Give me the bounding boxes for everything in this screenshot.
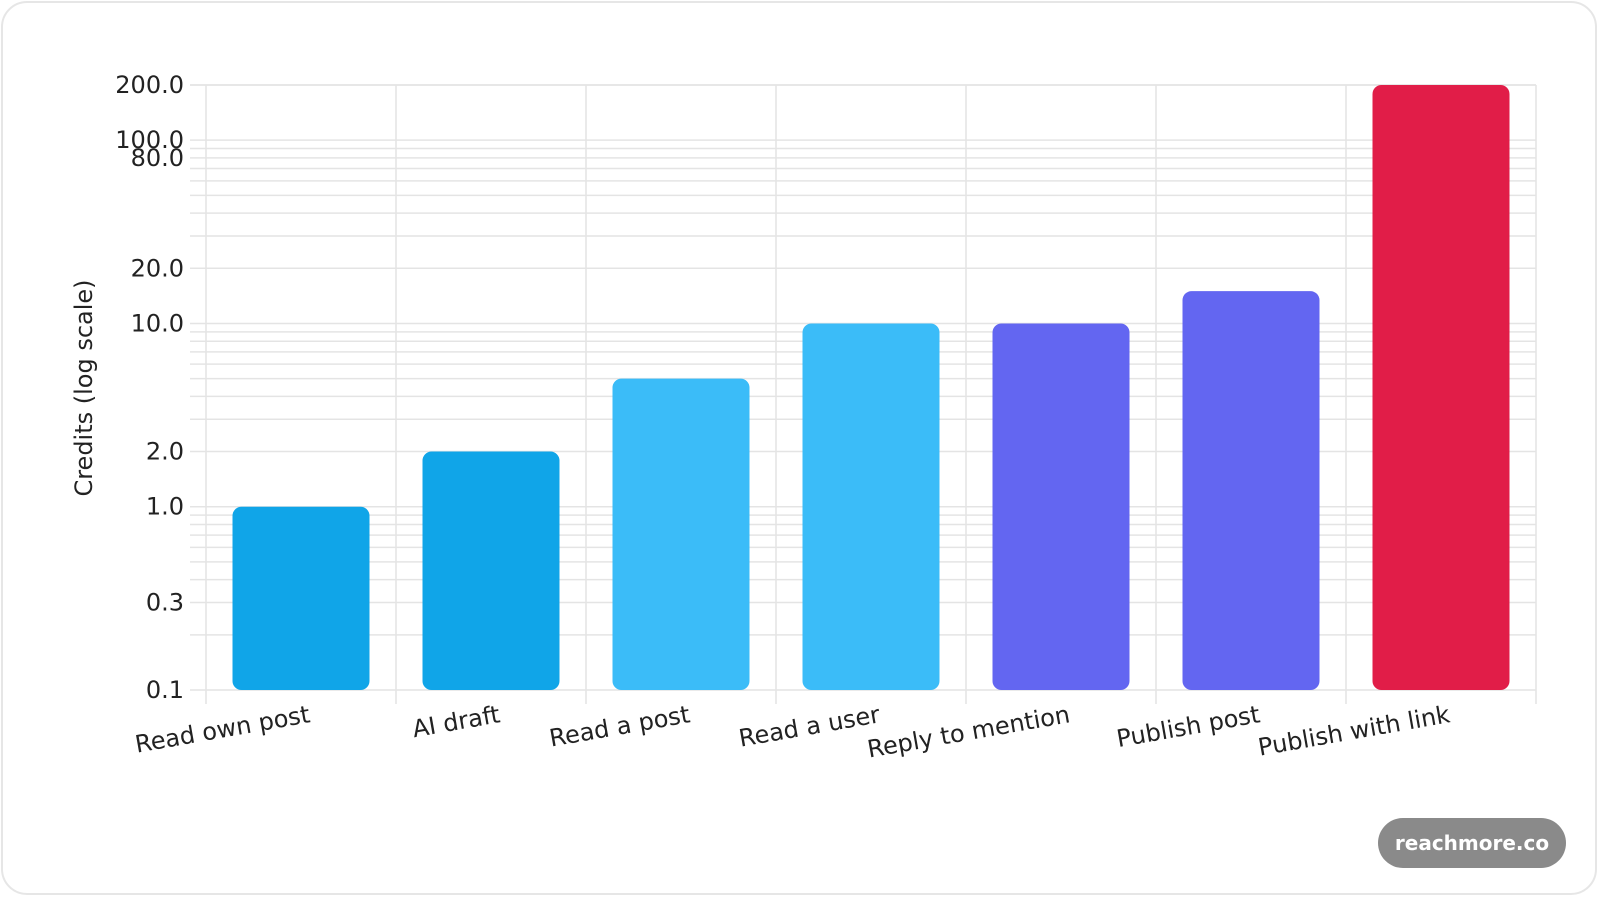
y-tick-label: 20.0 <box>131 254 184 282</box>
bar-ai-draft <box>422 451 560 690</box>
x-tick-label: Reply to mention <box>865 700 1072 763</box>
x-tick-label: Read a post <box>547 700 692 752</box>
y-tick-label: 10.0 <box>131 309 184 337</box>
y-tick-label: 0.1 <box>146 676 184 704</box>
x-tick-label: Read own post <box>133 700 312 758</box>
bar-read-a-post <box>612 378 750 690</box>
bars <box>232 85 1510 690</box>
x-tick-label: Read a user <box>737 700 882 752</box>
watermark-badge: reachmore.co <box>1378 818 1566 868</box>
y-tick-label: 80.0 <box>131 144 184 172</box>
bar-publish-post <box>1182 291 1320 690</box>
bar-read-a-user <box>802 323 940 690</box>
bar-publish-with-link <box>1372 85 1510 690</box>
bar-reply-to-mention <box>992 323 1130 690</box>
y-axis-title: Credits (log scale) <box>70 279 98 496</box>
bar-read-own-post <box>232 506 370 690</box>
y-tick-label: 2.0 <box>146 438 184 466</box>
x-tick-label: AI draft <box>410 700 502 743</box>
y-tick-label: 100.0 <box>115 126 184 154</box>
x-tick-label: Publish with link <box>1256 700 1452 761</box>
y-tick-label: 200.0 <box>115 71 184 99</box>
x-tick-labels: Read own post AI draft Read a post Read a u… <box>133 700 1452 763</box>
x-tick-label: Publish post <box>1114 700 1262 753</box>
y-tick-label: 0.3 <box>146 589 184 617</box>
y-tick-label: 1.0 <box>146 493 184 521</box>
